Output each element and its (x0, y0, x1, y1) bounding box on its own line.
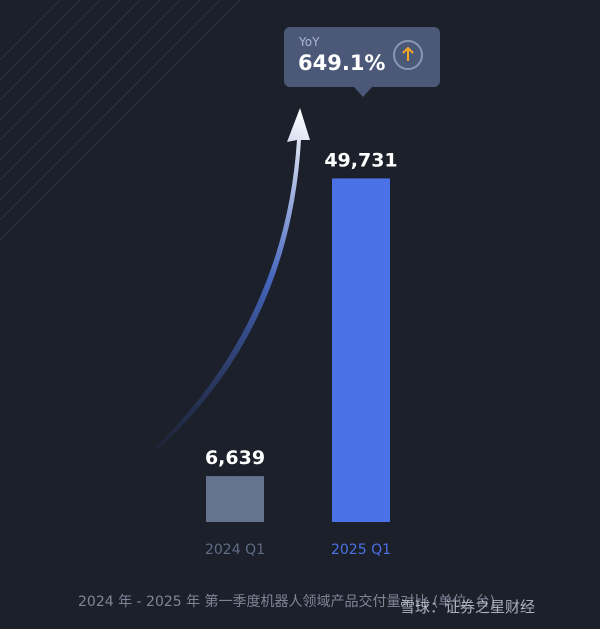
watermark-text: 雪球：证券之星财经 (400, 598, 536, 616)
up-arrow-icon (393, 40, 423, 70)
growth-arrow (155, 108, 310, 450)
yoy-value: 649.1% (298, 51, 386, 75)
category-label-1: 2025 Q1 (331, 542, 391, 558)
bar-1 (332, 178, 390, 523)
yoy-callout: YoY 649.1% (284, 27, 440, 97)
category-label-0: 2024 Q1 (205, 542, 265, 558)
yoy-label: YoY (299, 35, 320, 49)
bar-value-label-0: 6,639 (205, 447, 265, 469)
bar-value-label-1: 49,731 (324, 149, 397, 171)
bar-0 (206, 476, 264, 522)
chart-footnote: 2024 年 - 2025 年 第一季度机器人领域产品交付量对比 (单位: 台) (78, 594, 496, 610)
decorative-stripes (0, 0, 241, 241)
watermark: 雪球：证券之星财经 (400, 596, 535, 617)
